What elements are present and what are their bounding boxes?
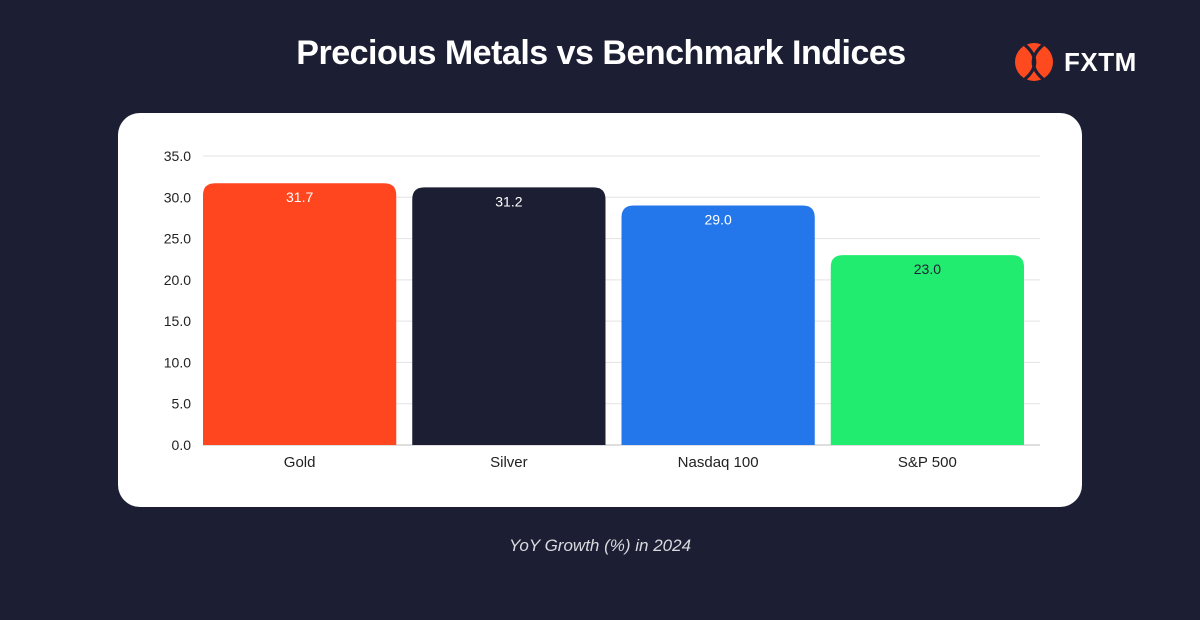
y-axis-ticks: 0.0 5.0 10.0 15.0 20.0 25.0 30.0 35.0	[164, 148, 191, 453]
bar-value-label: 31.2	[495, 193, 522, 209]
x-tick-label: Gold	[284, 454, 316, 471]
y-tick-label: 15.0	[164, 313, 191, 329]
bar-value-label: 31.7	[286, 189, 313, 205]
y-tick-label: 35.0	[164, 148, 191, 164]
bars: 31.7 31.2 29.0 23.0	[203, 183, 1024, 445]
x-tick-label: Silver	[490, 454, 528, 471]
y-tick-label: 30.0	[164, 189, 191, 205]
fxtm-logo-icon	[1015, 43, 1053, 81]
bar-value-label: 29.0	[705, 212, 732, 228]
bar-value-label: 23.0	[914, 261, 941, 277]
bar-s-p-500	[830, 255, 1024, 445]
brand-logo: FXTM	[1014, 42, 1137, 82]
bar-silver	[412, 187, 606, 445]
y-tick-label: 25.0	[164, 231, 191, 247]
x-tick-label: Nasdaq 100	[678, 454, 759, 471]
chart-card: 0.0 5.0 10.0 15.0 20.0 25.0 30.0 35.0 31.7 31.2 2…	[118, 113, 1082, 507]
x-tick-label: S&P 500	[898, 454, 957, 471]
bar-nasdaq-100	[621, 205, 815, 445]
bar-gold	[203, 183, 397, 445]
chart-title: Precious Metals vs Benchmark Indices	[296, 34, 906, 72]
y-tick-label: 10.0	[164, 354, 191, 370]
y-tick-label: 20.0	[164, 272, 191, 288]
y-tick-label: 0.0	[172, 437, 192, 453]
chart-subtitle: YoY Growth (%) in 2024	[508, 536, 692, 555]
bar-chart: 0.0 5.0 10.0 15.0 20.0 25.0 30.0 35.0 31.7 31.2 2…	[164, 148, 1040, 471]
x-axis-labels: Gold Silver Nasdaq 100 S&P 500	[284, 454, 957, 471]
y-tick-label: 5.0	[172, 396, 192, 412]
brand-name: FXTM	[1064, 46, 1137, 77]
